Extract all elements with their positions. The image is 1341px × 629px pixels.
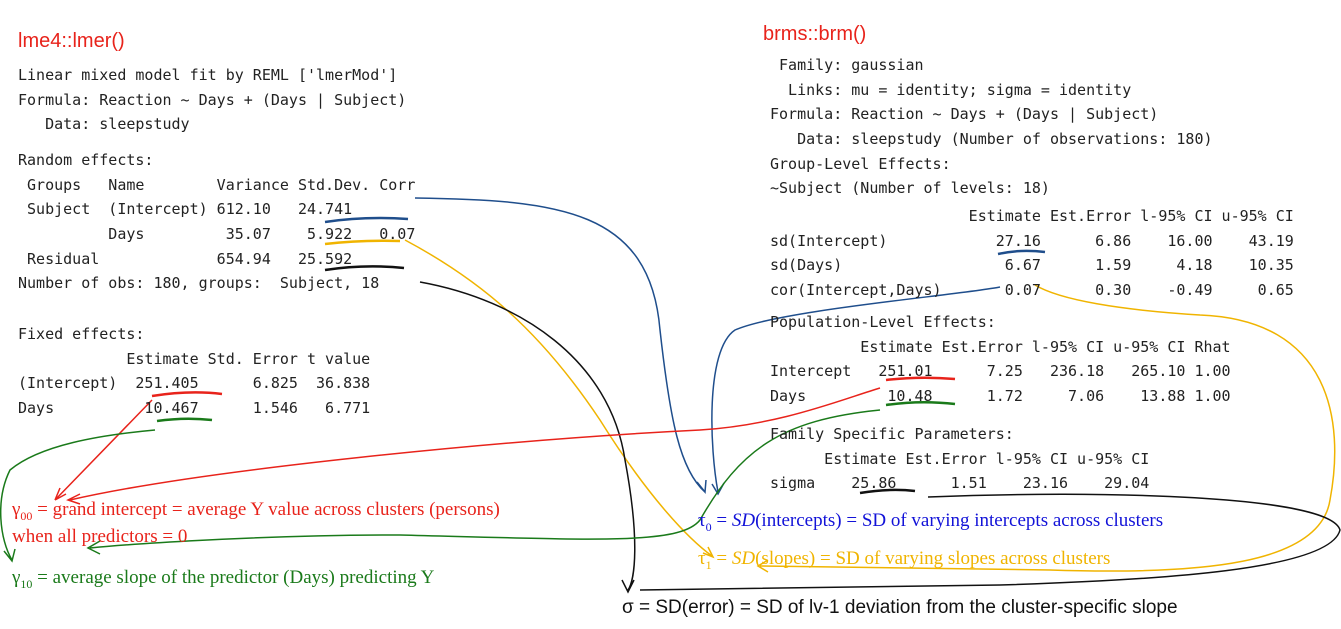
- symbol: τ: [698, 548, 706, 569]
- left-output-block: Linear mixed model fit by REML ['lmerMod…: [18, 63, 406, 137]
- output-line: Linear mixed model fit by REML ['lmerMod…: [18, 66, 398, 84]
- symbol: γ: [12, 567, 21, 588]
- output-line: Family: gaussian: [770, 56, 924, 74]
- right-title: brms::brm(): [763, 23, 867, 45]
- output-line: Estimate Est.Error l-95% CI u-95% CI: [770, 449, 1150, 468]
- left-output-block: Random effects: Groups Name Variance Std…: [18, 148, 415, 296]
- output-line: sd(Intercept) 27.16 6.86 16.00 43.19: [770, 231, 1294, 250]
- output-line: sigma 25.86 1.51 23.16 29.04: [770, 474, 1150, 493]
- right-output-block: Population-Level Effects: Estimate Est.E…: [770, 310, 1231, 409]
- subscript: 0: [705, 519, 712, 534]
- output-line: Random effects:: [18, 151, 154, 169]
- output-line: Estimate Std. Error t value: [18, 349, 371, 368]
- gamma00-line2: when all predictors = 0: [12, 526, 188, 547]
- output-line: Intercept 251.01 7.25 236.18 265.10 1.00: [770, 362, 1231, 381]
- output-line: Formula: Reaction ~ Days + (Days | Subje…: [18, 90, 407, 109]
- left-title: lme4::lmer(): [18, 30, 125, 52]
- output-line: Data: sleepstudy: [18, 115, 190, 134]
- output-line: Number of obs: 180, groups: Subject, 18: [18, 274, 380, 293]
- tau1-annotation: τ1 = SD(slopes) = SD of varying slopes a…: [698, 548, 1110, 573]
- text-italic: SD: [731, 548, 756, 569]
- output-line: Population-Level Effects:: [770, 313, 996, 331]
- text: =: [711, 510, 732, 531]
- gamma10-annotation: γ10 = average slope of the predictor (Da…: [12, 567, 434, 592]
- sigma-annotation: σ = SD(error) = SD of lv-1 deviation fro…: [622, 597, 1178, 618]
- output-line: Subject (Intercept) 612.10 24.741: [18, 200, 398, 219]
- output-line: cor(Intercept,Days) 0.07 0.30 -0.49 0.65: [770, 281, 1294, 300]
- output-line: Days 10.48 1.72 7.06 13.88 1.00: [770, 387, 1231, 406]
- right-output-block: Family Specific Parameters: Estimate Est…: [770, 422, 1149, 496]
- output-line: ~Subject (Number of levels: 18): [770, 179, 1050, 198]
- output-line: Days 10.467 1.546 6.771: [18, 399, 371, 418]
- gamma00-annotation: γ00 = grand intercept = average Y value …: [12, 499, 500, 524]
- symbol: γ: [12, 499, 21, 520]
- output-line: Formula: Reaction ~ Days + (Days | Subje…: [770, 105, 1159, 124]
- right-output-block: Family: gaussian Links: mu = identity; s…: [770, 53, 1213, 201]
- tau0-annotation: τ0 = SD(intercepts) = SD of varying inte…: [698, 510, 1163, 535]
- symbol: τ: [698, 510, 706, 531]
- output-line: Links: mu = identity; sigma = identity: [770, 80, 1132, 99]
- output-line: Data: sleepstudy (Number of observations…: [770, 130, 1213, 149]
- subscript: 00: [20, 508, 33, 523]
- text: = grand intercept = average Y value acro…: [32, 499, 500, 520]
- left-output-block: Fixed effects: Estimate Std. Error t val…: [18, 322, 370, 421]
- text: = average slope of the predictor (Days) …: [32, 567, 435, 588]
- subscript: 10: [20, 576, 33, 591]
- right-output-block: Estimate Est.Error l-95% CI u-95% CI sd(I…: [770, 204, 1294, 303]
- text-italic: SD: [731, 510, 756, 531]
- output-line: Groups Name Variance Std.Dev. Corr: [18, 175, 416, 194]
- text: =: [711, 548, 732, 569]
- output-line: sd(Days) 6.67 1.59 4.18 10.35: [770, 256, 1294, 275]
- text: (slopes) = SD of varying slopes across c…: [755, 548, 1111, 569]
- output-line: (Intercept) 251.405 6.825 36.838: [18, 374, 371, 393]
- output-line: Family Specific Parameters:: [770, 425, 1014, 443]
- output-line: Days 35.07 5.922 0.07: [18, 225, 416, 244]
- text: (intercepts) = SD of varying intercepts …: [755, 510, 1164, 531]
- output-line: Residual 654.94 25.592: [18, 249, 398, 268]
- output-line: Group-Level Effects:: [770, 154, 951, 173]
- output-line: Fixed effects:: [18, 325, 145, 343]
- subscript: 1: [705, 557, 712, 572]
- output-line: Estimate Est.Error l-95% CI u-95% CI: [770, 207, 1294, 225]
- output-line: Estimate Est.Error l-95% CI u-95% CI Rha…: [770, 337, 1231, 356]
